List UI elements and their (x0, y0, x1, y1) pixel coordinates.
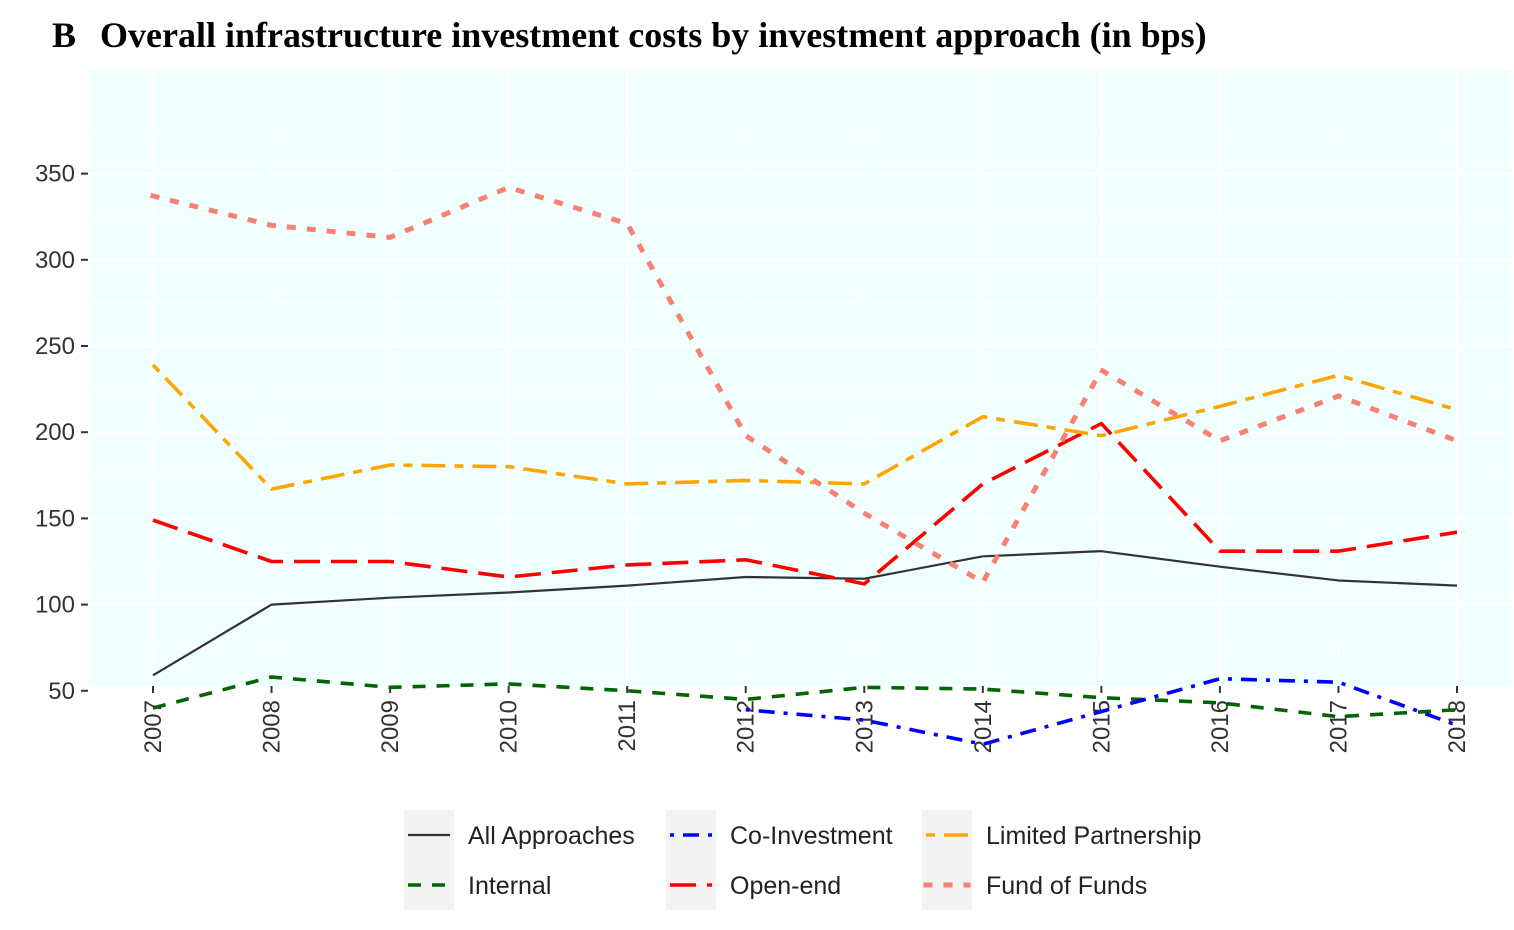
panel-label: B (52, 15, 77, 55)
chart-title: B Overall infrastructure investment costs… (52, 14, 1207, 56)
legend-label: Open-end (730, 872, 841, 900)
series-all-approaches (152, 550, 1458, 677)
series-line (152, 675, 1458, 719)
series-line (152, 421, 1458, 586)
y-tick-label: 350 (35, 161, 75, 188)
x-axis: 2007 2008 2009 2010 2011 2012 2013 2014 2015 2016… (140, 686, 1471, 753)
series-line (149, 184, 1461, 585)
series-open-end (152, 421, 1458, 586)
grid-lines (88, 70, 1512, 686)
legend-label: Limited Partnership (986, 822, 1201, 850)
legend-item-co-investment: Co-Investment (666, 810, 893, 860)
x-tick-label: 2008 (259, 700, 286, 753)
y-axis: 50 100 150 200 250 300 350 (35, 161, 88, 705)
legend-item-all-approaches: All Approaches (404, 810, 635, 860)
x-tick-label: 2009 (377, 700, 404, 753)
legend-item-internal: Internal (404, 860, 551, 910)
x-tick-label: 2013 (851, 700, 878, 753)
y-tick-label: 300 (35, 247, 75, 274)
series-internal (152, 675, 1458, 719)
legend-item-open-end: Open-end (666, 860, 841, 910)
x-tick-label: 2014 (970, 700, 997, 753)
series-line (152, 550, 1458, 677)
x-tick-label: 2015 (1088, 700, 1115, 753)
legend-item-limited-partnership: Limited Partnership (922, 810, 1201, 860)
series-co-investment (745, 676, 1458, 747)
x-tick-label: 2016 (1207, 700, 1234, 753)
y-tick-label: 150 (35, 505, 75, 532)
legend-label: All Approaches (468, 822, 635, 850)
legend-label: Co-Investment (730, 822, 893, 850)
x-tick-label: 2018 (1444, 700, 1471, 753)
series-line (745, 676, 1458, 747)
y-tick-label: 250 (35, 333, 75, 360)
plot-background (88, 70, 1512, 686)
chart-title-text: Overall infrastructure investment costs … (100, 15, 1207, 55)
series-fund-of-funds (149, 184, 1461, 585)
y-tick-label: 100 (35, 592, 75, 619)
x-tick-label: 2017 (1325, 700, 1352, 753)
legend-label: Fund of Funds (986, 872, 1147, 900)
x-tick-label: 2011 (614, 700, 641, 752)
legend-label: Internal (468, 872, 551, 900)
legend-item-fund-of-funds: Fund of Funds (922, 860, 1147, 910)
y-tick-label: 200 (35, 419, 75, 446)
x-tick-label: 2010 (496, 700, 523, 753)
legend: All Approaches Internal Co-Investment Open-… (404, 810, 1201, 910)
y-tick-label: 50 (48, 678, 75, 705)
series-layer (149, 184, 1461, 747)
